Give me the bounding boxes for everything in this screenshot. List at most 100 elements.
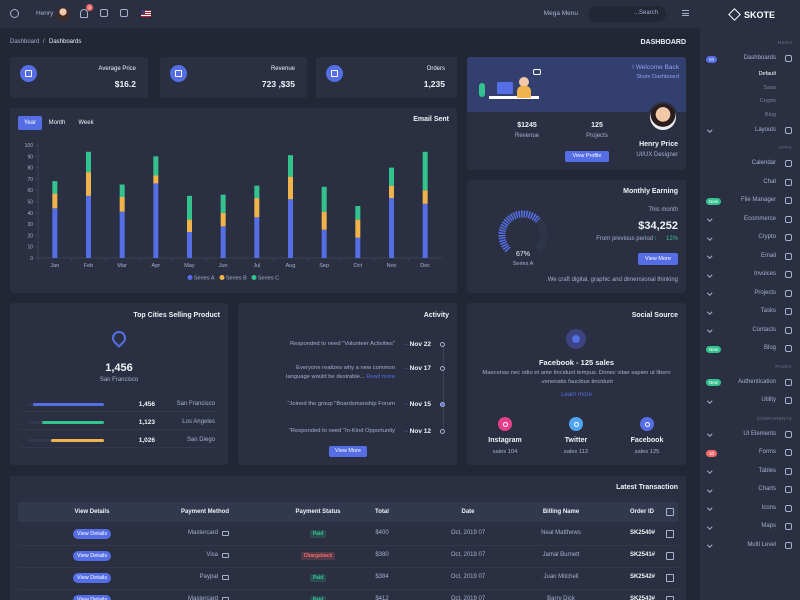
chart-tab[interactable]: Month <box>48 120 66 126</box>
stat-icon <box>20 65 37 82</box>
sidebar-subitem[interactable]: Crypto <box>759 98 776 104</box>
sidebar-item[interactable]: Tables <box>758 467 776 474</box>
sidebar-item[interactable]: Multi Level <box>747 541 776 548</box>
timeline-dot <box>440 429 445 434</box>
view-more-button[interactable]: View More <box>638 253 678 265</box>
progress-fill <box>41 421 104 424</box>
sidebar-section-title: COMPONENTS <box>756 415 792 421</box>
email-sent-card: Year Month Week Email Sent 0 10 20 30 40 50 60 70 80… <box>10 108 457 293</box>
legend-marker <box>219 275 225 280</box>
sidebar-item[interactable]: Chat <box>763 178 776 185</box>
payment-method: Mastercard <box>187 530 218 536</box>
profile-avatar <box>648 102 678 132</box>
row-divider <box>20 411 218 412</box>
read-more-link[interactable]: Read more <box>366 374 395 380</box>
bar-segment <box>52 181 58 194</box>
sidebar-item[interactable]: Invoices <box>753 271 776 277</box>
sidebar-item[interactable]: Crypto <box>758 234 776 240</box>
projects-label: Projects <box>586 133 608 139</box>
sidebar-item[interactable]: Tasks <box>760 308 776 314</box>
sidebar-subitem[interactable]: Default <box>758 71 776 77</box>
activity-date: Nov 15 <box>409 401 431 408</box>
view-details-button[interactable]: View Details <box>73 551 111 561</box>
user-name[interactable]: Henry <box>36 10 54 17</box>
mega-menu[interactable]: Mega Menu <box>543 10 578 17</box>
sidebar-icon <box>785 252 792 260</box>
payment-method: Visa <box>206 552 218 558</box>
progress-fill <box>50 439 104 442</box>
sidebar-item[interactable]: File Manager <box>740 197 776 203</box>
sidebar-item[interactable]: Maps <box>761 523 776 529</box>
sidebar-item[interactable]: UI Elements <box>743 430 776 437</box>
table-header: Payment Method <box>180 509 229 515</box>
sidebar-item[interactable]: Blog <box>763 345 776 351</box>
fullscreen-icon <box>100 9 108 17</box>
checkbox[interactable] <box>666 574 674 582</box>
timeline-dot <box>440 342 445 347</box>
brand: SKOTE <box>744 10 776 20</box>
sidebar-item[interactable]: Contacts <box>752 326 776 333</box>
sidebar-icon <box>785 449 792 456</box>
card-icon <box>222 531 229 536</box>
revenue-value: $1245 <box>517 122 537 129</box>
search-placeholder: ...Search <box>633 10 658 16</box>
row-divider <box>18 567 678 568</box>
sidebar-subitem[interactable]: Saas <box>763 84 776 91</box>
checkbox[interactable] <box>666 552 674 560</box>
view-details-button[interactable]: View Details <box>73 529 111 539</box>
checkbox[interactable] <box>666 596 674 600</box>
sidebar-item[interactable]: Dashboards <box>743 55 776 61</box>
avatar <box>56 7 70 21</box>
welcome-subtitle: Skote Dashboard <box>636 74 680 80</box>
social-source-card: Social Source Facebook - 125 sales Maecena… <box>467 303 686 465</box>
social-sales: sales 104 <box>492 449 518 455</box>
activity-arrow: → <box>403 428 409 434</box>
illustration-screen <box>497 82 513 94</box>
transactions-card: Latest Transaction View Details Payment Me… <box>10 476 686 600</box>
cell-billing-name: Neal Matthews <box>541 530 581 536</box>
stat-value: 723 ,$35 <box>261 79 295 89</box>
status-label: Chargeback <box>300 552 336 560</box>
bar-segment <box>119 196 125 212</box>
bar-segment <box>254 217 260 258</box>
sidebar-item[interactable]: Layouts <box>754 126 776 133</box>
view-more-button[interactable]: View More <box>329 446 367 457</box>
checkbox[interactable] <box>666 530 674 538</box>
sidebar-item[interactable]: Email <box>760 252 776 259</box>
sidebar-badge: New <box>706 379 722 386</box>
sidebar-item[interactable]: Icons <box>761 504 776 511</box>
chart-tab[interactable]: Year <box>18 116 42 130</box>
activity-text: "Responded to need "In-Kind Opportunity <box>288 428 395 434</box>
learn-more[interactable]: Learn more <box>561 392 592 398</box>
sidebar-subitem[interactable]: Blog <box>764 111 776 118</box>
legend-label: Series B <box>226 276 247 282</box>
sidebar-icon <box>785 197 792 204</box>
social-icon-glyph <box>502 421 508 427</box>
sidebar-icon <box>785 378 792 386</box>
bar-segment <box>254 198 260 218</box>
chart-tab[interactable]: Week <box>78 120 94 126</box>
sidebar-item[interactable]: Projects <box>754 289 776 296</box>
timeline-dot <box>440 366 445 371</box>
sidebar-item[interactable]: Charts <box>758 486 776 492</box>
sidebar-item[interactable]: Ecommerce <box>743 215 776 222</box>
view-details-button[interactable]: View Details <box>73 573 111 583</box>
search-box[interactable]: ...Search <box>588 6 666 22</box>
table-header: Total <box>375 509 389 515</box>
payment-method: Paypal <box>199 574 218 580</box>
sidebar-item[interactable]: Calendar <box>751 160 776 166</box>
sidebar-item[interactable]: Forms <box>759 449 776 455</box>
description: Maecenas nec odio et ante tincidunt temp… <box>482 370 671 385</box>
breadcrumb[interactable]: Dashboard <box>10 39 40 45</box>
sidebar-item[interactable]: Utility <box>761 397 776 403</box>
bar-chart: 0 10 20 30 40 50 60 70 80 90 100 Jan Feb Mar Apr May Jun… <box>25 143 442 282</box>
city-value: 1,123 <box>138 419 155 426</box>
checkbox[interactable] <box>666 508 674 516</box>
gauge-series: Series A <box>513 261 534 267</box>
sidebar-item[interactable]: Authentication <box>737 378 776 385</box>
view-details-button[interactable]: View Details <box>73 595 111 600</box>
bar-segment <box>321 211 327 230</box>
cell-date: Oct, 2019 07 <box>450 530 486 536</box>
view-profile-button[interactable]: View Profile <box>565 151 609 162</box>
